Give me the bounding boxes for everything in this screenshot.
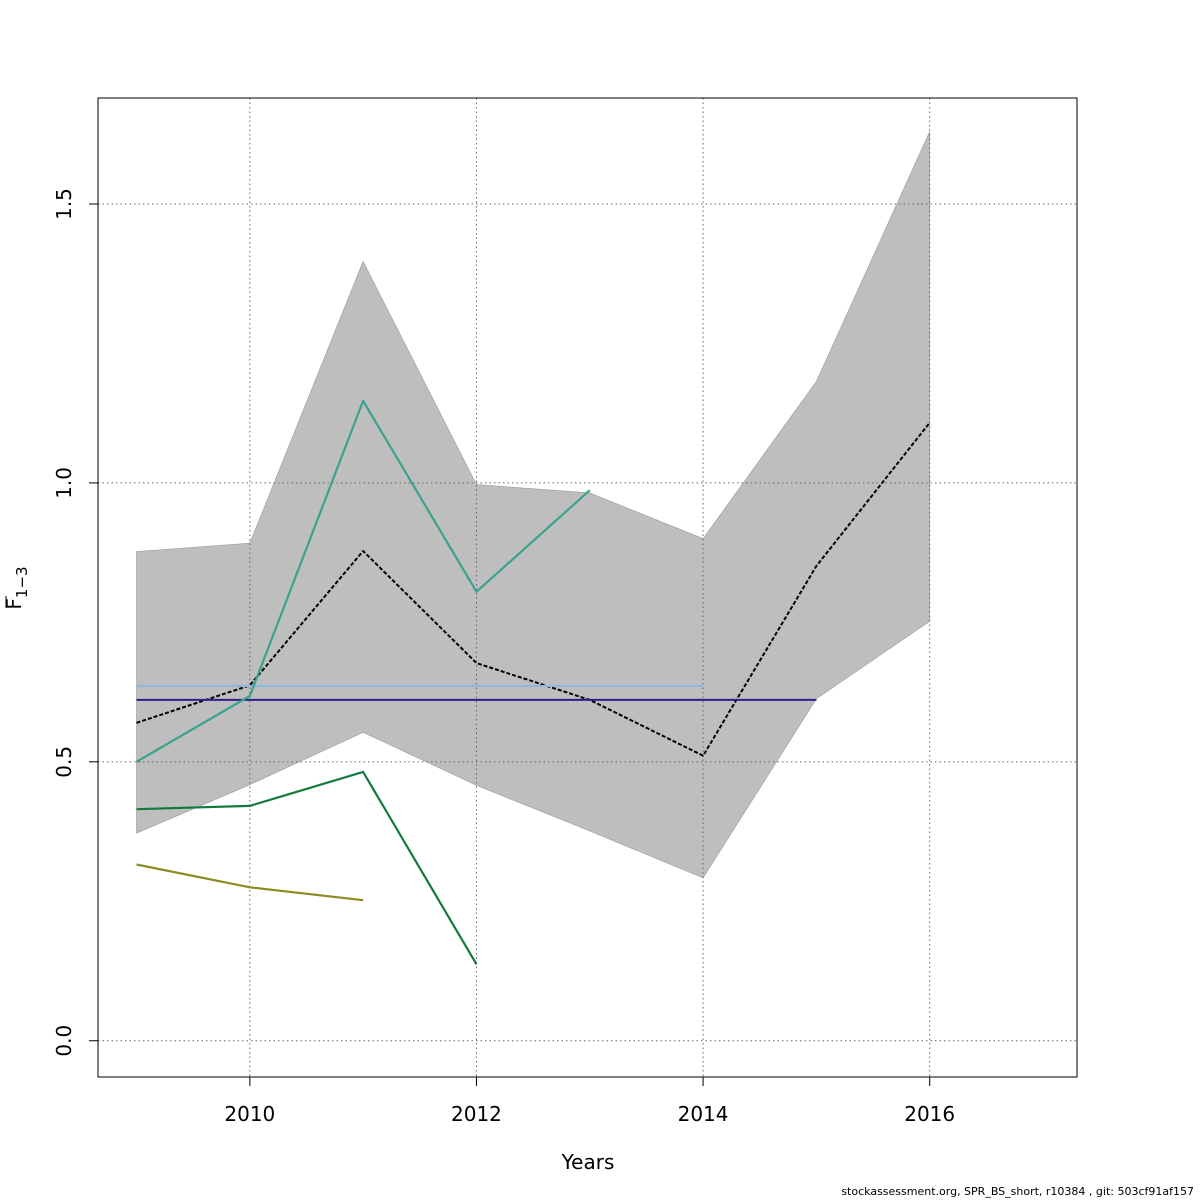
- series-line-5: [136, 770, 478, 965]
- y-tick-label: 1.5: [52, 188, 76, 220]
- y-axis-title-main: F: [2, 598, 26, 610]
- series-layer: [135, 399, 931, 965]
- x-axis-title: Years: [561, 1150, 615, 1174]
- series-line-6: [136, 863, 364, 902]
- x-tick-label: 2010: [224, 1102, 275, 1126]
- x-tick-label: 2016: [904, 1102, 955, 1126]
- y-axis-title-subscript: 1−3: [13, 566, 31, 598]
- grid-layer: [98, 98, 1077, 1077]
- series-line-1: [136, 422, 931, 757]
- x-tick-label: 2014: [678, 1102, 729, 1126]
- y-tick-label: 0.0: [52, 1025, 76, 1057]
- axis-layer: 2010 2012 2014 2016 0.0 0.5 1.0 1.5: [52, 188, 955, 1126]
- svg-text:F1−3: F1−3: [2, 566, 31, 609]
- y-axis-title: F1−3: [2, 566, 31, 609]
- x-tick-label: 2012: [451, 1102, 502, 1126]
- footer-credit: stockassessment.org, SPR_BS_short, r1038…: [841, 1185, 1194, 1198]
- y-tick-label: 1.0: [52, 467, 76, 499]
- plot-frame: [97, 97, 1078, 1078]
- y-tick-label: 0.5: [52, 746, 76, 778]
- series-line-4: [135, 399, 591, 763]
